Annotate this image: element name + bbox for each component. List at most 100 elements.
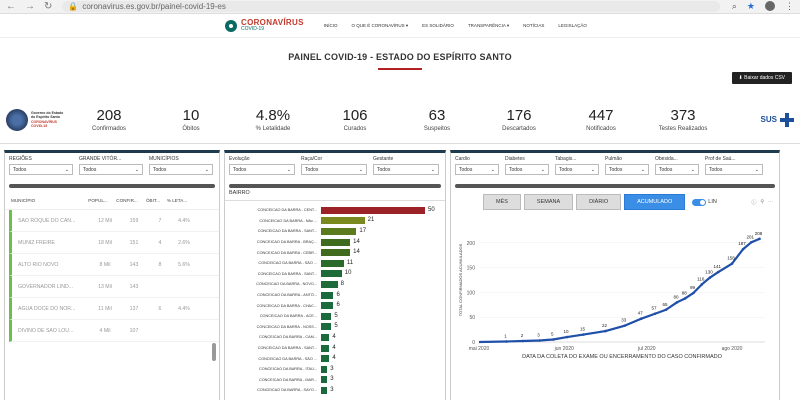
filter-cardio-select[interactable]: Todos ⌄ xyxy=(455,164,499,175)
filter-grande-vitoria: GRANDE VITÓR... Todos ⌄ xyxy=(79,156,143,184)
table-row[interactable]: ALTO RIO NOVO 8 Mil 143 8 5.6% xyxy=(9,254,219,276)
forward-icon[interactable]: → xyxy=(25,1,35,12)
address-bar[interactable]: 🔒 coronavirus.es.gov.br/painel-covid-19-… xyxy=(62,1,720,12)
bairro-bar-list: CONCEICAO DA BARRA - CENT... 50 CONCEICAO … xyxy=(225,201,445,396)
cell-municipio: ÁGUA DOCE DO NOR... xyxy=(18,305,76,312)
table-row[interactable]: DIVINO DE SÃO LOU... 4 Mil 107 xyxy=(9,320,219,342)
bairro-bar-row[interactable]: CONCEICAO DA BARRA - NOSS... 5 xyxy=(225,322,445,333)
tab-mes[interactable]: MÊS xyxy=(483,194,521,210)
cell-municipio: GOVERNADOR LIND... xyxy=(18,283,74,290)
menu-item-o-que-e[interactable]: O QUE É CORONAVÍRUS ▾ xyxy=(351,22,409,28)
region-filters: REGIÕES Todos ⌄ GRANDE VITÓR... Todos ⌄ MU… xyxy=(5,153,219,184)
bairro-bar-row[interactable]: CONCEICAO DA BARRA - CEBR... 14 xyxy=(225,247,445,258)
filter-label: Evolução xyxy=(229,156,250,162)
col-letalidade[interactable]: % LETA... xyxy=(166,198,188,203)
table-row[interactable]: ÁGUA DOCE DO NOR... 11 Mil 137 6 4.4% xyxy=(9,298,219,320)
menu-dots-icon[interactable]: ⋮ xyxy=(785,1,794,11)
filter-prof-saude-select[interactable]: Todos ⌄ xyxy=(705,164,763,175)
main-menu: INÍCIO O QUE É CORONAVÍRUS ▾ ES SOLIDÁRI… xyxy=(324,23,587,29)
bairro-bar-row[interactable]: CONCEICAO DA BARRA - BRAÇ... 14 xyxy=(225,237,445,248)
bairro-bar-row[interactable]: CONCEICAO DA BARRA - SAYO... 3 xyxy=(225,385,445,396)
filter-tabagismo-select[interactable]: Todos ⌄ xyxy=(555,164,599,175)
bairro-bar-row[interactable]: CONCEICAO DA BARRA - ACE... 5 xyxy=(225,311,445,322)
bairro-bar-label: CONCEICAO DA BARRA - CHAC... xyxy=(256,303,317,308)
filter-municipios-select[interactable]: Todos ⌄ xyxy=(149,164,213,175)
bairro-bar-row[interactable]: CONCEICAO DA BARRA - SÃO ... 4 xyxy=(225,353,445,364)
tab-semana[interactable]: SEMANA xyxy=(523,194,574,210)
bairro-bar-row[interactable]: CONCEICAO DA BARRA - SANT... 17 xyxy=(225,226,445,237)
table-row[interactable]: MUNIZ FREIRE 18 Mil 151 4 2.6% xyxy=(9,232,219,254)
data-label: 57 xyxy=(651,306,657,311)
cell-municipio: DIVINO DE SÃO LOU... xyxy=(18,327,74,334)
info-icon[interactable]: ⓘ xyxy=(751,199,757,206)
bairro-bar-row[interactable]: CONCEICAO DA BARRA - CENT... 50 xyxy=(225,205,445,216)
reload-icon[interactable]: ↻ xyxy=(44,1,53,12)
filter-gestante-select[interactable]: Todos ⌄ xyxy=(373,164,439,175)
cell-obitos: 7 xyxy=(158,217,162,224)
bairro-bar-row[interactable]: CONCEICAO DA BARRA - ITAÚ... 3 xyxy=(225,364,445,375)
title-bar: PAINEL COVID-19 - ESTADO DO ESPÍRITO SAN… xyxy=(0,38,800,84)
filter-obesidade-select[interactable]: Todos ⌄ xyxy=(655,164,699,175)
zoom-icon[interactable]: ⌕ xyxy=(731,1,737,11)
filter-icon[interactable]: ⚲ xyxy=(760,198,764,205)
menu-item-transparencia[interactable]: TRANSPARÊNCIA ▾ xyxy=(467,22,510,28)
filter-evolucao-select[interactable]: Todos ⌄ xyxy=(229,164,295,175)
data-point xyxy=(700,283,704,286)
bairro-bar-row[interactable]: CONCEICAO DA BARRA - SANT... 10 xyxy=(225,269,445,280)
download-csv-button[interactable]: ⬇ Baixar dados CSV xyxy=(731,72,792,84)
data-label: 201 xyxy=(746,234,754,239)
panel-divider xyxy=(455,184,775,188)
back-icon[interactable]: ← xyxy=(6,1,16,12)
col-obitos[interactable]: ÓBIT... xyxy=(145,198,161,203)
filter-evolucao: Evolução Todos ⌄ xyxy=(229,156,295,184)
bairro-bar-row[interactable]: CONCEICAO DA BARRA - ANTÔ... 6 xyxy=(225,290,445,301)
menu-item-es-solidario[interactable]: ES SOLIDÁRIO xyxy=(422,22,454,28)
menu-item-inicio[interactable]: INÍCIO xyxy=(323,22,338,28)
data-point xyxy=(538,339,541,342)
col-municipio[interactable]: MUNICÍPIO xyxy=(11,198,36,203)
filter-grande-vitoria-select[interactable]: Todos ⌄ xyxy=(79,164,143,175)
chevron-down-icon: ⌄ xyxy=(286,166,291,173)
kpi-value: 447 xyxy=(588,107,614,124)
kpi-label: Suspeitos xyxy=(423,126,451,132)
table-row[interactable]: GOVERNADOR LIND... 13 Mil 143 xyxy=(9,276,219,298)
site-logo[interactable]: CORONAVÍRUS COVID-19 xyxy=(225,19,304,32)
col-populacao[interactable]: POPUL... xyxy=(88,198,108,203)
filter-diabetes-select[interactable]: Todos ⌄ xyxy=(505,164,549,175)
bairro-bar-value: 5 xyxy=(334,312,338,319)
filter-raca-cor-select[interactable]: Todos ⌄ xyxy=(301,164,367,175)
tab-diario[interactable]: DIÁRIO xyxy=(576,194,622,210)
bookmark-star-icon[interactable]: ★ xyxy=(746,1,755,11)
kpi-value: 10 xyxy=(182,107,200,124)
profile-avatar[interactable] xyxy=(765,1,775,11)
bairro-bar-row[interactable]: CONCEICAO DA BARRA - SÃO ... 11 xyxy=(225,258,445,269)
menu-item-legislacao[interactable]: LEGISLAÇÃO xyxy=(558,22,587,28)
table-row[interactable]: SÃO ROQUE DO CAN... 12 Mil 159 7 4.4% xyxy=(9,210,219,232)
data-point xyxy=(741,247,745,251)
filter-pulmao-select[interactable]: Todos ⌄ xyxy=(605,164,649,175)
bairro-bar-value: 6 xyxy=(336,302,340,309)
col-confirmados[interactable]: CONFIR... xyxy=(116,198,138,203)
menu-item-noticias[interactable]: NOTÍCIAS xyxy=(523,22,545,28)
kpi-label: % Letalidade xyxy=(255,126,291,132)
cumulative-line-chart: 0 50 100 150 200 mai 2020 jun 2020 jul 2020 ago … xyxy=(458,231,765,360)
cell-populacao: 11 Mil xyxy=(98,305,112,312)
x-tick-label: jul 2020 xyxy=(637,346,656,352)
tab-acumulado[interactable]: ACUMULADO xyxy=(624,194,686,210)
bairro-bar-row[interactable]: CONCEICAO DA BARRA - NOVO... 8 xyxy=(225,279,445,290)
table-scrollbar[interactable] xyxy=(212,343,216,361)
bairro-bar-row[interactable]: CONCEICAO DA BARRA - SANT... 4 xyxy=(225,343,445,354)
kpi-label: Notificados xyxy=(586,126,616,132)
filter-regioes-select[interactable]: Todos ⌄ xyxy=(9,164,73,175)
cell-confirmados: 143 xyxy=(129,283,139,290)
chevron-down-icon: ⌄ xyxy=(134,166,139,173)
more-options-icon[interactable]: ⋯ xyxy=(768,198,773,205)
bairro-bar-value: 3 xyxy=(330,365,334,372)
bairro-bar-row[interactable]: CONCEICAO DA BARRA - MAR... 3 xyxy=(225,375,445,386)
lin-log-toggle[interactable]: LIN xyxy=(692,198,717,206)
bairro-bar-row[interactable]: CONCEICAO DA BARRA - CAM... 4 xyxy=(225,332,445,343)
filter-value: Todos xyxy=(709,166,723,173)
bairro-bar-row[interactable]: CONCEICAO DA BARRA - Não ... 21 xyxy=(225,216,445,227)
bairro-bar-row[interactable]: CONCEICAO DA BARRA - CHAC... 6 xyxy=(225,300,445,311)
bairro-bar xyxy=(321,291,334,299)
